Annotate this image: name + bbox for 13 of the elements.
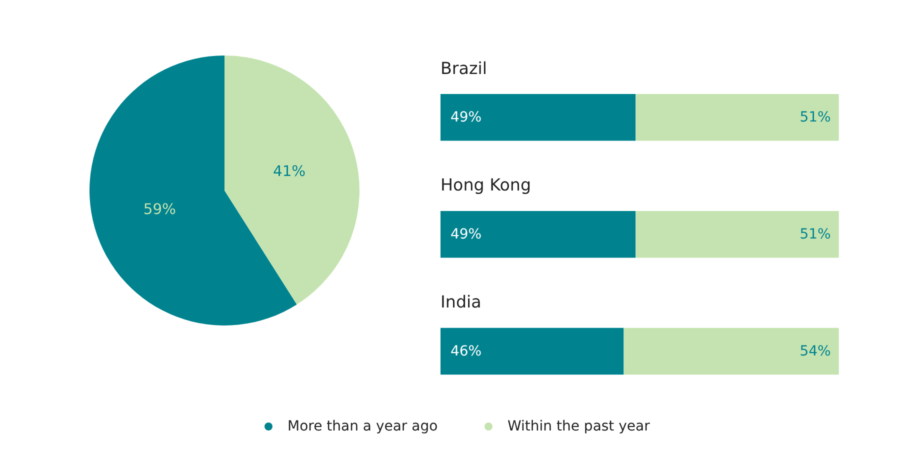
data-label: 41%: [273, 163, 306, 180]
legend-label: More than a year ago: [288, 418, 438, 434]
data-label: 46%: [450, 343, 482, 360]
legend-label: Within the past year: [508, 418, 650, 434]
data-label: 49%: [450, 109, 482, 126]
data-label: 51%: [800, 109, 831, 126]
data-label: 51%: [800, 226, 831, 242]
data-label: 54%: [800, 343, 831, 360]
y-tick-label: Brazil: [440, 58, 487, 78]
y-tick-label: India: [440, 292, 482, 312]
data-label: 59%: [143, 200, 176, 218]
data-label: 49%: [450, 226, 482, 242]
y-tick-label: Hong Kong: [440, 176, 532, 195]
